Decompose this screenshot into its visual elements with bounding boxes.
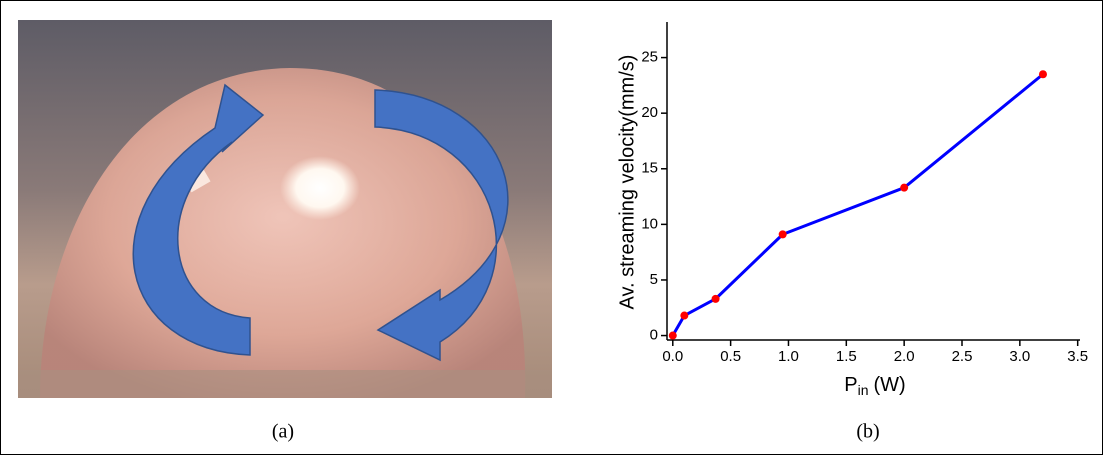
- x-tick-label: 3.0: [1009, 348, 1030, 365]
- data-point: [1038, 70, 1047, 79]
- caption: (b): [856, 421, 879, 443]
- y-tick-label: 25: [641, 49, 658, 66]
- x-label-sub: in: [858, 382, 869, 398]
- y-tick-label: 0: [650, 327, 658, 344]
- y-tick-label: 10: [641, 215, 658, 232]
- x-axis-label: Pin (W): [844, 374, 905, 397]
- y-tick-label: 15: [641, 160, 658, 177]
- flow-arrow: [374, 89, 509, 362]
- x-tick-label: 2.0: [894, 348, 915, 365]
- x-tick-label: 0.5: [720, 348, 741, 365]
- x-tick-label: 1.5: [836, 348, 857, 365]
- caption: (a): [272, 421, 294, 443]
- x-tick-label: 2.5: [952, 348, 973, 365]
- surface: [18, 370, 552, 398]
- data-point: [668, 331, 677, 340]
- y-axis-label: Av. streaming velocity(mm/s): [616, 55, 638, 310]
- y-tick-label: 20: [641, 104, 658, 121]
- x-tick-label: 1.0: [778, 348, 799, 365]
- y-tick-label: 5: [650, 271, 658, 288]
- data-point: [680, 311, 689, 320]
- glare: [280, 156, 360, 220]
- x-tick-label: 0.0: [662, 348, 683, 365]
- photo: [18, 20, 552, 398]
- series-line: [671, 73, 1044, 337]
- flow-arrow: [132, 83, 265, 356]
- x-label-unit: (W): [874, 374, 906, 396]
- data-point: [711, 294, 720, 303]
- x-tick-label: 3.5: [1067, 348, 1088, 365]
- x-label-main: P: [844, 374, 857, 396]
- data-point: [900, 183, 909, 192]
- data-point: [778, 230, 787, 239]
